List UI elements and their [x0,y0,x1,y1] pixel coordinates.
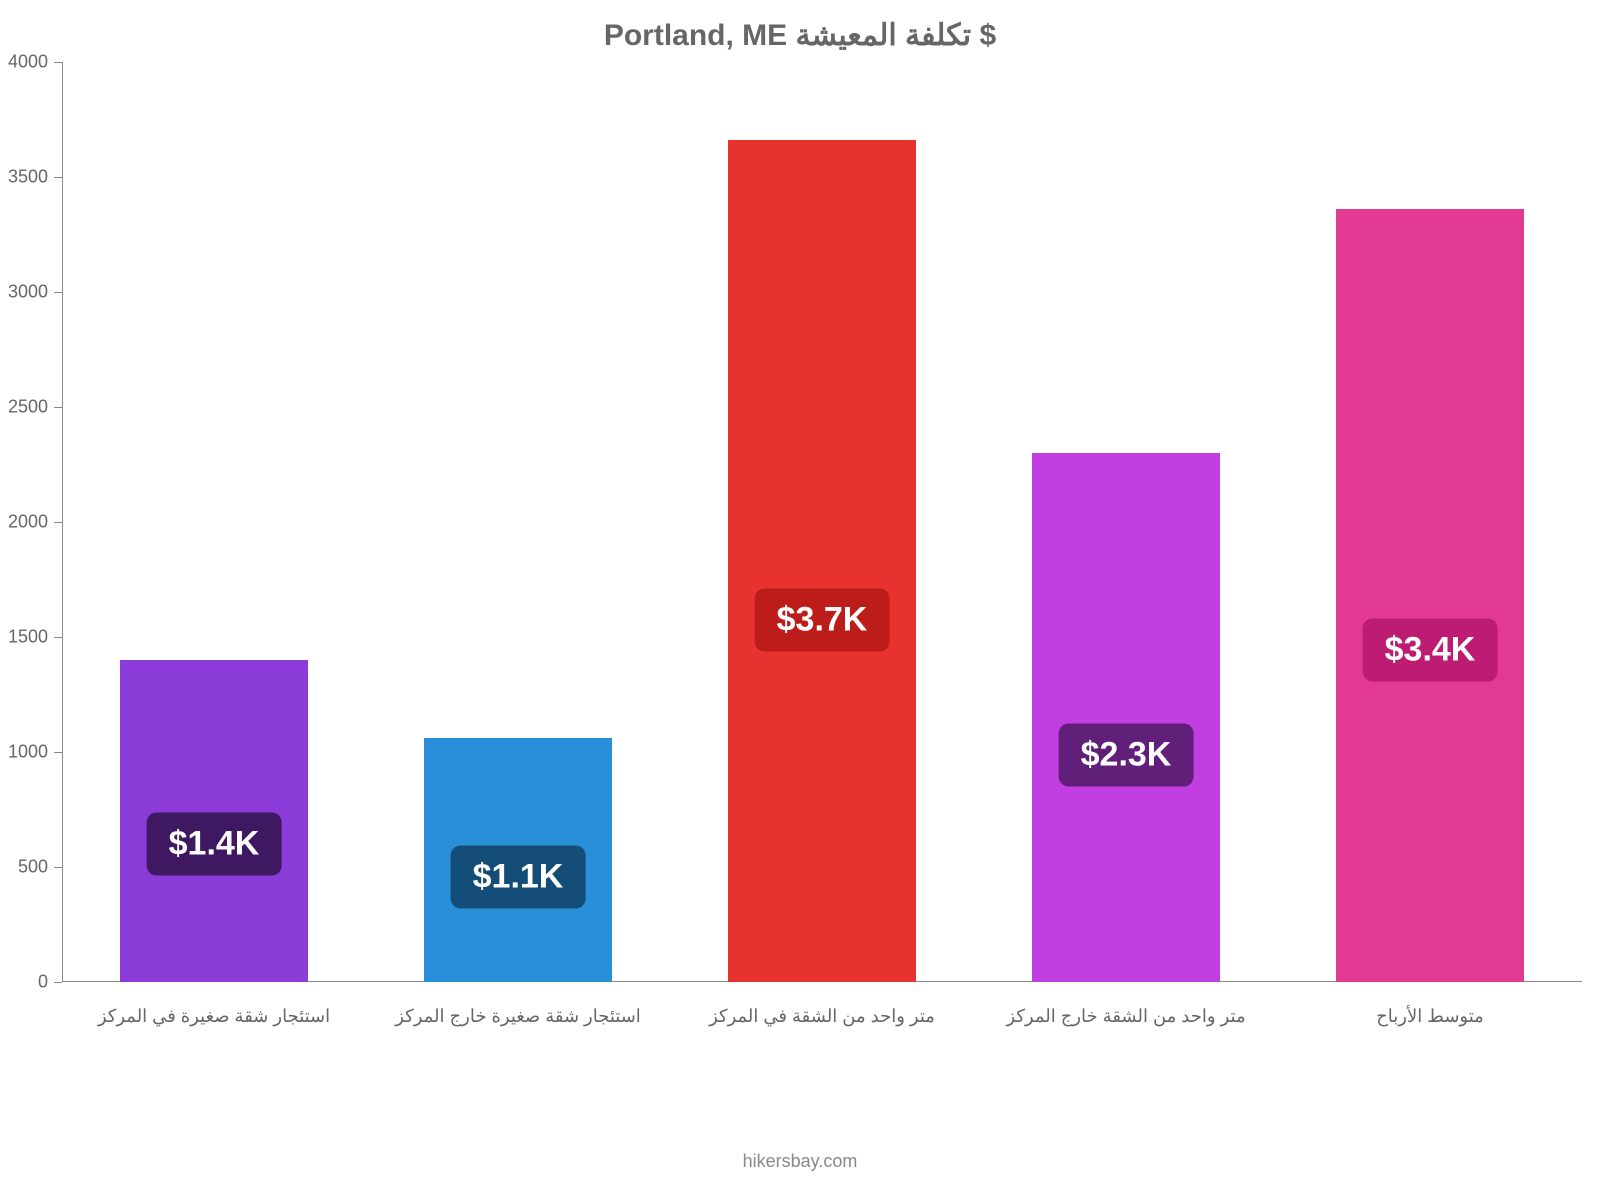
x-category-label: متر واحد من الشقة في المركز [709,1006,935,1027]
footer-credit: hikersbay.com [0,1151,1600,1172]
chart-stage: Portland, ME تكلفة المعيشة $ 05001000150… [0,0,1600,1200]
x-category-label: استئجار شقة صغيرة خارج المركز [395,1006,641,1027]
y-tick-label: 3500 [8,167,48,188]
value-badge: $2.3K [1059,723,1194,786]
value-badge: $3.7K [755,589,890,652]
y-tick-mark [54,637,62,638]
x-category-label: متوسط الأرباح [1376,1006,1484,1027]
y-tick-label: 0 [38,972,48,993]
y-tick-label: 3000 [8,282,48,303]
bar [1336,209,1524,982]
value-badge: $1.4K [147,812,282,875]
y-tick-label: 2500 [8,397,48,418]
plot-area: 05001000150020002500300035004000$1.4Kاست… [62,62,1582,982]
y-tick-mark [54,522,62,523]
y-tick-mark [54,752,62,753]
y-tick-label: 500 [18,857,48,878]
y-tick-label: 2000 [8,512,48,533]
y-axis-line [62,62,63,982]
bar [1032,453,1220,982]
y-tick-mark [54,62,62,63]
chart-title: Portland, ME تكلفة المعيشة $ [0,18,1600,53]
value-badge: $1.1K [451,846,586,909]
y-tick-label: 4000 [8,52,48,73]
value-badge: $3.4K [1363,618,1498,681]
x-category-label: متر واحد من الشقة خارج المركز [1006,1006,1245,1027]
y-tick-mark [54,867,62,868]
y-tick-mark [54,982,62,983]
y-tick-mark [54,407,62,408]
y-tick-label: 1500 [8,627,48,648]
y-tick-mark [54,292,62,293]
y-tick-mark [54,177,62,178]
y-tick-label: 1000 [8,742,48,763]
bar [728,140,916,982]
x-category-label: استئجار شقة صغيرة في المركز [98,1006,330,1027]
